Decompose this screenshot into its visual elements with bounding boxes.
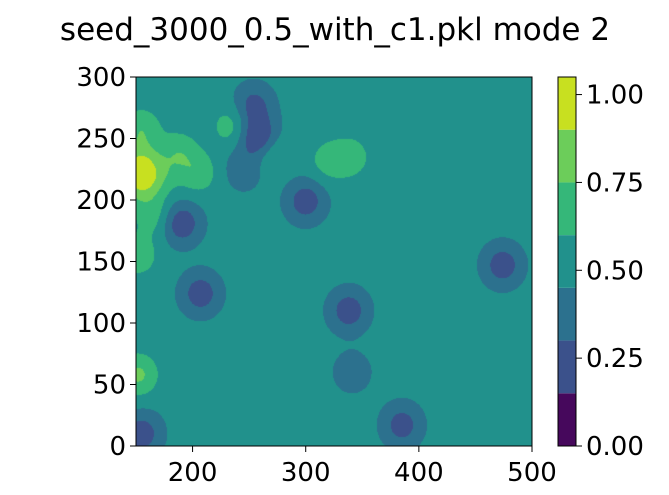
colorbar-segment <box>558 287 576 341</box>
colorbar-segment <box>558 77 576 130</box>
colorbar-tick-label: 0.25 <box>586 344 644 374</box>
y-tick-label: 0 <box>109 432 126 462</box>
colorbar-segment <box>558 182 576 236</box>
colorbar-segment <box>558 340 576 394</box>
y-tick-label: 100 <box>76 309 126 339</box>
colorbar-tick-label: 0.00 <box>586 432 644 462</box>
y-tick-label: 200 <box>76 186 126 216</box>
y-tick-label: 50 <box>93 371 126 401</box>
y-axis: 0 50 100 150 200 250 300 <box>76 63 136 462</box>
colorbar: 0.00 0.25 0.50 0.75 1.00 <box>557 76 644 462</box>
colorbar-tick-label: 0.75 <box>586 168 644 198</box>
y-tick-label: 150 <box>76 248 126 278</box>
colorbar-segment <box>558 129 576 183</box>
colorbar-frame <box>557 76 577 447</box>
y-tick-label: 250 <box>76 125 126 155</box>
x-axis: 200 300 400 500 <box>168 446 557 488</box>
colorbar-segment <box>558 235 576 288</box>
x-tick-label: 400 <box>394 458 444 488</box>
y-tick-label: 300 <box>76 63 126 93</box>
contour-fill <box>136 77 532 446</box>
chart-title: seed_3000_0.5_with_c1.pkl mode 2 <box>60 12 610 48</box>
colorbar-tick-label: 0.50 <box>586 256 644 286</box>
colorbar-segment <box>558 393 576 446</box>
plot-area <box>136 77 532 446</box>
x-tick-label: 500 <box>507 458 557 488</box>
x-tick-label: 200 <box>168 458 218 488</box>
colorbar-tick-label: 1.00 <box>586 81 644 111</box>
x-tick-label: 300 <box>281 458 331 488</box>
